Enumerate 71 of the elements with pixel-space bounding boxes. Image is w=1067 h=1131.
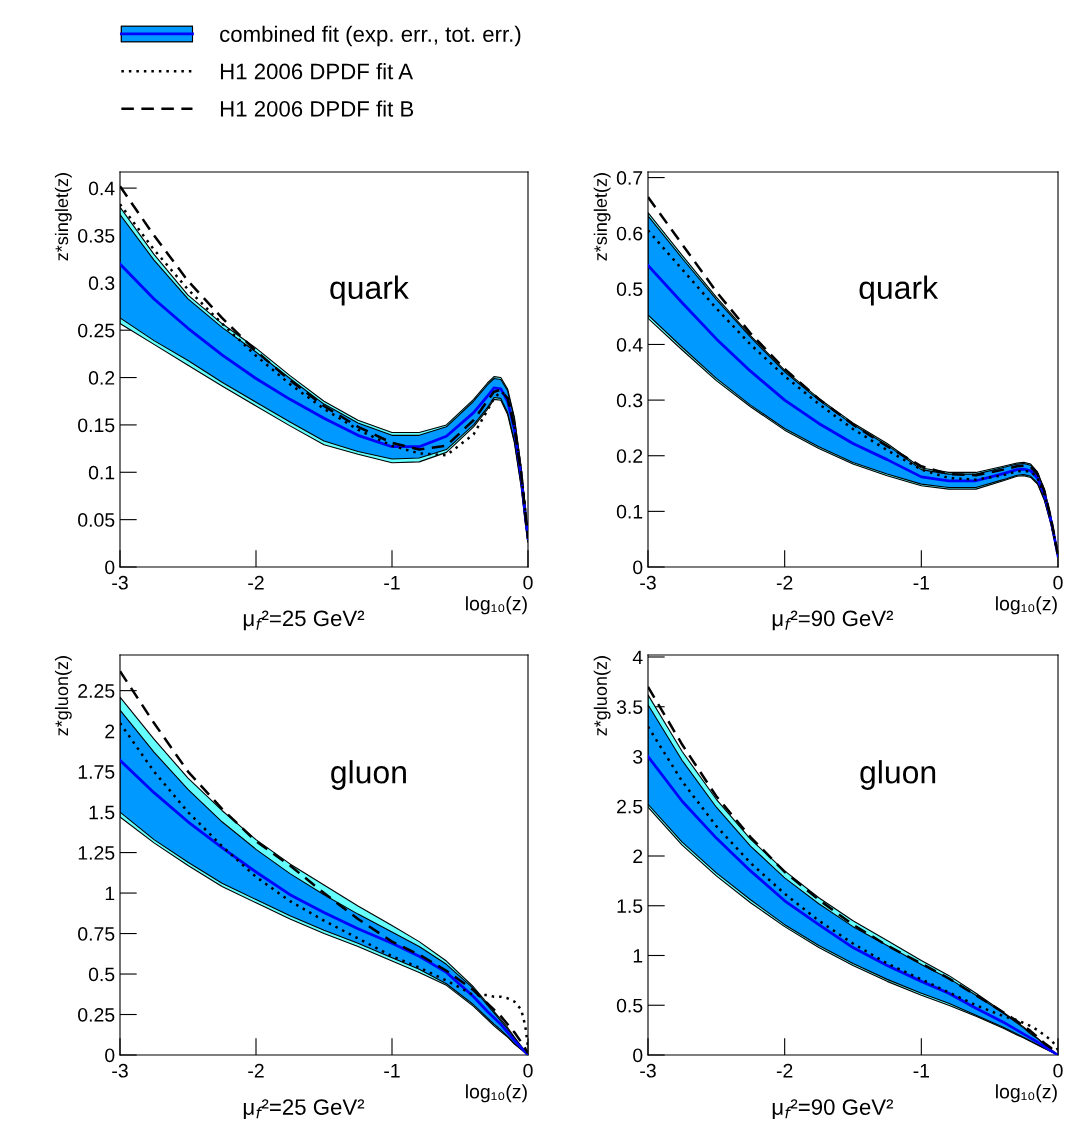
x-axis-title: log₁₀(z)	[996, 1084, 1057, 1103]
y-tick-label: 0.5	[88, 967, 115, 982]
y-tick-label: 0.2	[88, 371, 115, 385]
y-tick-label: 0.5	[616, 998, 643, 1013]
text: μ$_{f}$²=25 GeV²	[243, 1099, 365, 1119]
y-tick-label: 0.4	[616, 337, 643, 352]
y-tick-label: 3.5	[616, 700, 643, 714]
y-tick-label: 2	[633, 849, 643, 864]
x-tick-label: -1	[384, 576, 400, 590]
x-axis-title: log₁₀(z)	[466, 1084, 527, 1103]
y-tick-label: 1	[105, 886, 115, 901]
x-tick-label: -1	[913, 1064, 930, 1078]
y-tick-label: 0.5	[616, 282, 643, 297]
y-tick-label: 0.6	[616, 226, 643, 241]
x-tick-label: 0	[523, 1063, 533, 1078]
x-tick-label: -2	[248, 1063, 264, 1078]
x-tick-label: 0	[1053, 575, 1063, 590]
y-tick-label: 1	[633, 949, 643, 963]
text: μ$_{f}$²=25 GeV²	[243, 610, 365, 631]
legend-label: combined fit (exp. err., tot. err.)	[220, 25, 521, 47]
x-tick-label: -3	[640, 575, 656, 590]
x-tick-label: -1	[913, 576, 930, 590]
y-tick-label: 3	[633, 749, 643, 764]
y-tick-label: 1.25	[78, 846, 115, 860]
y-tick-label: 1.75	[78, 765, 115, 779]
y-tick-label: 2.5	[617, 799, 643, 814]
y-tick-label: 0.2	[616, 449, 643, 463]
y-tick-label: 0.3	[616, 393, 643, 408]
y-axis-title: z*singlet(z)	[54, 173, 72, 261]
y-tick-label: 0	[105, 560, 115, 575]
y-tick-label: 0.25	[78, 323, 115, 338]
y-tick-label: 0.1	[88, 465, 115, 480]
x-tick-label: 0	[1053, 1063, 1063, 1078]
text: μ$_{f}$²=90 GeV²	[772, 1099, 894, 1119]
y-tick-label: 0	[105, 1048, 115, 1063]
x-tick-label: -1	[384, 1064, 400, 1078]
y-axis-title: z*gluon(z)	[54, 656, 72, 736]
y-tick-label: 2	[105, 724, 115, 739]
x-tick-label: -3	[640, 1063, 656, 1078]
x-tick-label: -3	[112, 1063, 128, 1078]
y-tick-label: 0.35	[78, 228, 115, 243]
x-tick-label: -2	[776, 575, 793, 590]
annotation: gluon	[860, 760, 936, 790]
y-axis-title: z*gluon(z)	[593, 656, 611, 736]
x-tick-label: 0	[523, 575, 533, 590]
y-tick-label: 0	[633, 1048, 643, 1063]
y-tick-label: 0.25	[78, 1007, 115, 1022]
annotation: quark	[330, 275, 409, 306]
x-axis-title: log₁₀(z)	[466, 596, 527, 615]
text: μ$_{f}$²=90 GeV²	[772, 610, 894, 631]
y-tick-label: 0.15	[78, 418, 115, 433]
annotation: quark	[859, 275, 939, 306]
y-tick-label: 0.4	[88, 181, 115, 196]
y-tick-label: 0.7	[616, 171, 643, 185]
legend-label: H1 2006 DPDF fit B	[220, 100, 414, 117]
x-tick-label: -3	[112, 575, 128, 590]
y-tick-label: 2.25	[78, 684, 115, 698]
x-tick-label: -2	[248, 575, 264, 590]
y-tick-label: 4	[632, 650, 643, 665]
x-tick-label: -2	[776, 1063, 793, 1078]
y-tick-label: 1.5	[89, 805, 115, 820]
y-tick-label: 0	[633, 560, 643, 575]
y-tick-label: 0.1	[616, 504, 643, 519]
y-tick-label: 0.05	[78, 513, 115, 527]
legend-label: H1 2006 DPDF fit A	[220, 63, 414, 80]
y-tick-label: 0.75	[78, 927, 115, 941]
y-tick-label: 1.5	[617, 899, 643, 913]
y-axis-title: z*singlet(z)	[593, 173, 611, 261]
x-axis-title: log₁₀(z)	[996, 596, 1057, 615]
annotation: gluon	[331, 760, 406, 790]
y-tick-label: 0.3	[88, 276, 115, 291]
